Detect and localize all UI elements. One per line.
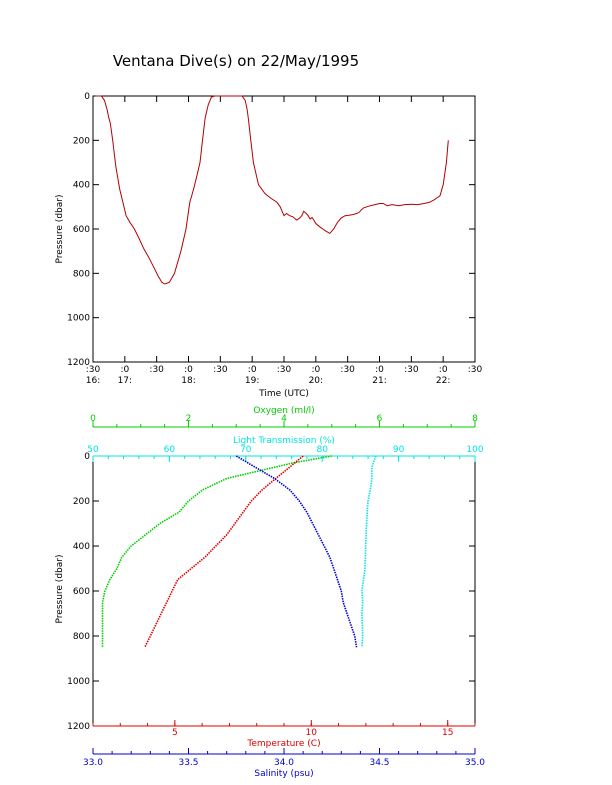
y-tick-label: 800 bbox=[73, 632, 90, 642]
tick-label: 0 bbox=[90, 414, 96, 424]
dive-pressure-panel: 020040060080010001200:3016::017::30:018:… bbox=[55, 92, 483, 399]
x-tick-label: :30 bbox=[404, 365, 419, 375]
x-tick-label: :30 bbox=[468, 365, 483, 375]
x-tick-label: 22: bbox=[436, 376, 450, 386]
tick-label: 35.0 bbox=[465, 758, 485, 768]
oxygen-profile bbox=[101, 455, 332, 648]
transmission-profile bbox=[361, 455, 377, 648]
salinity-profile bbox=[235, 455, 358, 648]
x-tick-label: :30 bbox=[340, 365, 355, 375]
axis-title: Light Transmission (%) bbox=[233, 436, 335, 446]
tick-label: 4 bbox=[281, 414, 287, 424]
axis-title: Oxygen (ml/l) bbox=[253, 406, 314, 416]
tick-label: 33.0 bbox=[83, 758, 103, 768]
tick-label: 80 bbox=[316, 445, 328, 455]
y-tick-label: 400 bbox=[73, 542, 90, 552]
tick-label: 5 bbox=[172, 728, 178, 738]
x-tick-label: 20: bbox=[309, 376, 323, 386]
y-tick-label: 800 bbox=[73, 269, 90, 279]
tick-label: 15 bbox=[442, 728, 453, 738]
tick-label: 60 bbox=[164, 445, 176, 455]
y-tick-label: 1000 bbox=[67, 314, 90, 324]
tick-label: 34.5 bbox=[369, 758, 389, 768]
x-axis-label: Time (UTC) bbox=[258, 389, 309, 399]
x-tick-label: 19: bbox=[245, 376, 259, 386]
y-axis-label: Pressure (dbar) bbox=[55, 555, 65, 624]
y-tick-label: 0 bbox=[84, 92, 90, 102]
tick-label: 90 bbox=[393, 445, 405, 455]
axis-title: Salinity (psu) bbox=[254, 769, 313, 779]
x-tick-label: :30 bbox=[277, 365, 292, 375]
x-tick-label: :30 bbox=[86, 365, 101, 375]
y-tick-label: 200 bbox=[73, 136, 90, 146]
y-tick-label: 1000 bbox=[67, 677, 90, 687]
x-tick-label: 17: bbox=[118, 376, 132, 386]
x-tick-label: :0 bbox=[184, 365, 193, 375]
y-axis-label: Pressure (dbar) bbox=[55, 195, 65, 264]
x-tick-label: :0 bbox=[439, 365, 448, 375]
x-tick-label: :30 bbox=[149, 365, 164, 375]
x-tick-label: 16: bbox=[86, 376, 100, 386]
x-tick-label: :0 bbox=[375, 365, 384, 375]
y-tick-label: 0 bbox=[84, 452, 90, 462]
tick-label: 10 bbox=[306, 728, 318, 738]
x-tick-label: 21: bbox=[372, 376, 386, 386]
chart-title: Ventana Dive(s) on 22/May/1995 bbox=[113, 52, 359, 70]
tick-label: 6 bbox=[377, 414, 383, 424]
y-tick-label: 600 bbox=[73, 225, 90, 235]
tick-label: 70 bbox=[240, 445, 252, 455]
y-tick-label: 200 bbox=[73, 497, 90, 507]
tick-label: 50 bbox=[87, 445, 99, 455]
temperature-profile bbox=[144, 455, 304, 648]
tick-label: 34.0 bbox=[274, 758, 294, 768]
y-tick-label: 400 bbox=[73, 181, 90, 191]
tick-label: 100 bbox=[466, 445, 483, 455]
y-tick-label: 1200 bbox=[67, 358, 90, 368]
x-tick-label: :0 bbox=[120, 365, 129, 375]
axis-title: Temperature (C) bbox=[246, 739, 320, 749]
tick-label: 2 bbox=[186, 414, 192, 424]
y-tick-label: 600 bbox=[73, 587, 90, 597]
pressure-time-trace bbox=[95, 95, 449, 285]
x-tick-label: 18: bbox=[181, 376, 195, 386]
x-tick-label: :0 bbox=[248, 365, 257, 375]
x-tick-label: :30 bbox=[213, 365, 228, 375]
x-tick-label: :0 bbox=[311, 365, 320, 375]
plot-frame bbox=[92, 95, 476, 363]
tick-label: 33.5 bbox=[178, 758, 198, 768]
tick-label: 8 bbox=[472, 414, 478, 424]
y-tick-label: 1200 bbox=[67, 722, 90, 732]
profile-panel: 0 200 400 600 800 1000 1200 Pressure (dbar) 0 2 4 6… bbox=[55, 406, 485, 779]
